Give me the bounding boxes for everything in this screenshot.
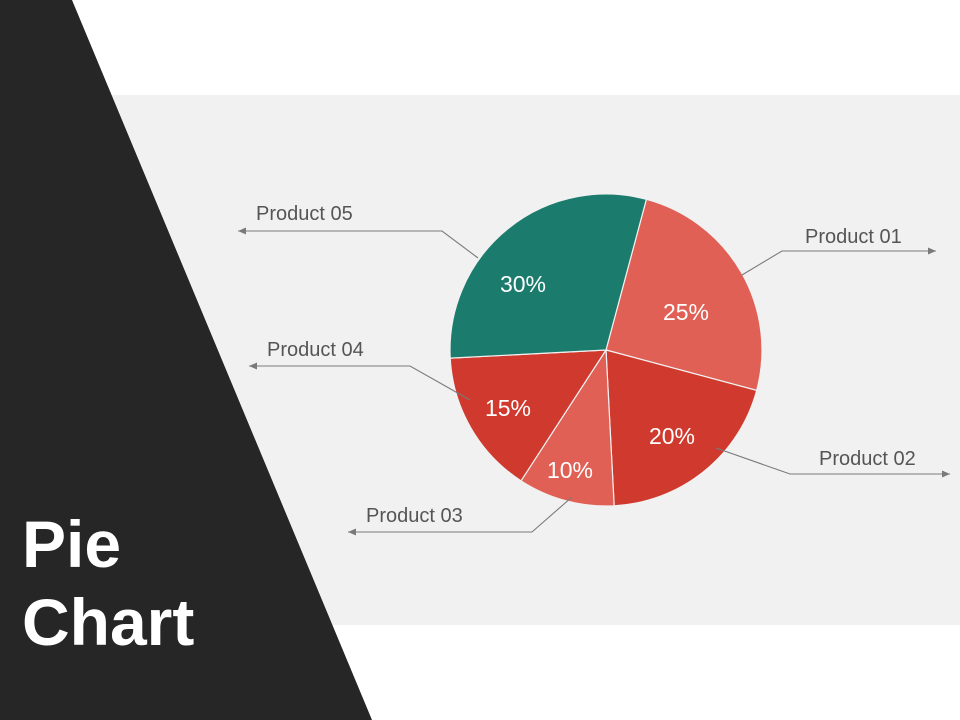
title-line-1: Pie	[22, 507, 122, 581]
category-label: Product 04	[267, 339, 364, 361]
callout-leader-line	[249, 365, 471, 401]
callout-leader-line	[348, 496, 573, 533]
callout-leader-line	[741, 250, 936, 276]
slice-value-label: 25%	[663, 299, 709, 325]
category-label: Product 05	[256, 203, 353, 225]
slice-value-label: 10%	[547, 457, 593, 483]
pie-slice-3	[520, 348, 615, 507]
category-label: Product 01	[805, 226, 902, 248]
pie-slice-2	[605, 349, 758, 507]
slice-value-label: 30%	[500, 271, 546, 297]
slice-value-label: 15%	[485, 395, 531, 421]
callout-arrowhead	[238, 227, 246, 235]
pie-slice-5	[449, 193, 648, 359]
slice-value-label: 20%	[649, 423, 695, 449]
callout-leader-line	[715, 447, 950, 475]
category-label: Product 03	[366, 505, 463, 527]
title-line-2: Chart	[22, 585, 195, 659]
pie-slice-1	[605, 198, 763, 392]
callout-arrowhead	[928, 247, 936, 255]
page-title: Pie Chart	[22, 505, 194, 661]
callout-arrowhead	[249, 362, 257, 370]
callout-leader-line	[238, 230, 479, 259]
category-label: Product 02	[819, 448, 916, 470]
callout-arrowhead	[348, 528, 356, 536]
pie-slice-4	[449, 349, 608, 482]
callout-arrowhead	[942, 470, 950, 478]
